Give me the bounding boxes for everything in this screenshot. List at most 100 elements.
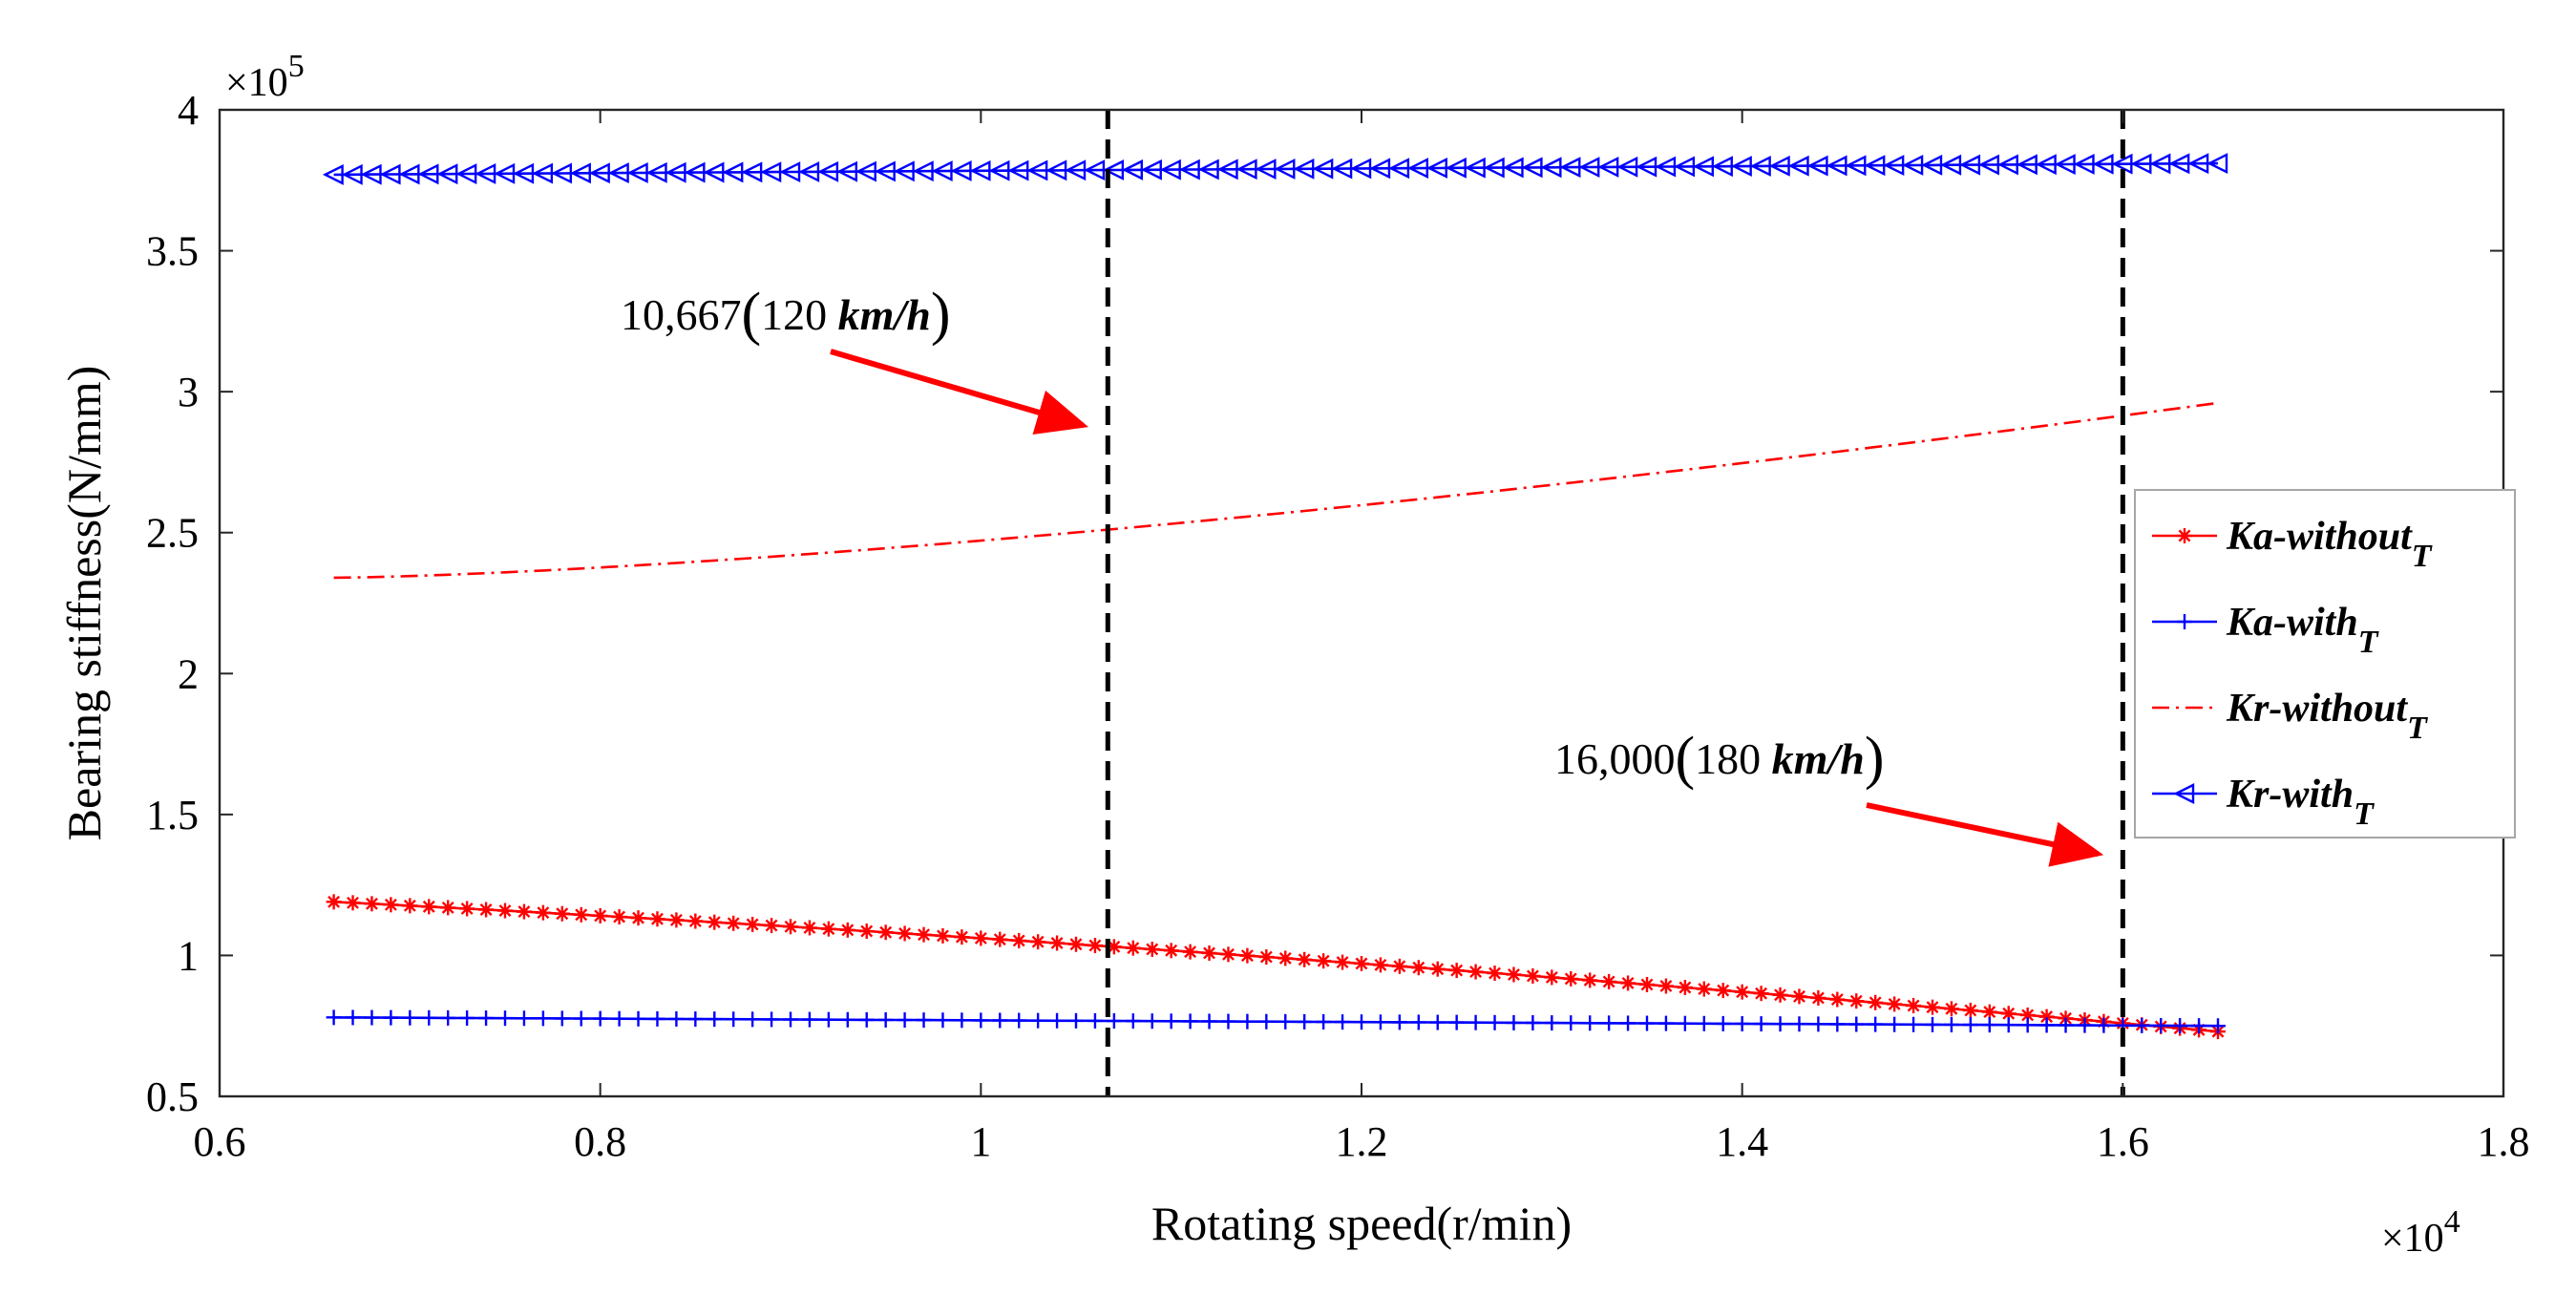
x-tick-label: 0.6	[194, 1118, 246, 1165]
data-point	[801, 1011, 817, 1028]
data-point	[1316, 953, 1332, 969]
data-point	[745, 1011, 761, 1028]
annotation-1: 10,667(120 km/h)	[621, 282, 1089, 435]
data-point	[1201, 945, 1217, 961]
legend-item: Ka-withT	[2152, 601, 2379, 660]
y-tick-label: 3.5	[146, 228, 199, 275]
data-point	[820, 921, 836, 937]
data-point	[897, 1012, 913, 1029]
data-point	[1829, 1016, 1846, 1032]
data-point	[687, 913, 704, 929]
legend-item: Kr-withT	[2152, 773, 2375, 832]
data-point	[1467, 1014, 1484, 1030]
data-point	[345, 1009, 361, 1026]
data-point	[1030, 1012, 1046, 1029]
data-point	[1582, 1015, 1598, 1031]
data-point	[535, 904, 551, 921]
data-point	[2077, 1017, 2093, 1033]
data-point	[383, 1009, 399, 1026]
data-point	[1810, 1016, 1826, 1032]
series-line	[333, 1016, 2219, 1028]
data-point	[668, 1010, 685, 1027]
data-point	[745, 916, 761, 932]
data-point	[1620, 1015, 1636, 1031]
data-point	[1981, 1004, 1997, 1020]
data-point	[2191, 1018, 2207, 1034]
data-point	[2206, 153, 2228, 175]
data-point	[1163, 943, 1179, 959]
data-point	[421, 899, 437, 915]
data-point	[973, 930, 989, 946]
data-point	[2172, 1018, 2188, 1034]
data-point	[839, 922, 855, 938]
data-point	[992, 931, 1008, 947]
data-point	[1525, 1014, 1541, 1030]
data-point	[1906, 1016, 1922, 1032]
y-tick-label: 0.5	[146, 1073, 199, 1120]
data-point	[649, 1010, 665, 1027]
data-point	[1258, 949, 1275, 966]
data-point	[1943, 1016, 1959, 1032]
data-point	[1220, 946, 1236, 963]
data-point	[1239, 1013, 1256, 1030]
data-point	[1372, 957, 1388, 973]
data-point	[2058, 1017, 2074, 1033]
x-axis-label: Rotating speed(r/min)	[1151, 1197, 1572, 1250]
data-point	[1810, 989, 1826, 1006]
data-point	[1715, 983, 1731, 999]
data-point	[877, 1011, 894, 1028]
data-point	[1163, 1013, 1179, 1030]
data-point	[2177, 614, 2192, 629]
data-point	[1563, 1015, 1579, 1031]
data-point	[1734, 984, 1750, 1000]
data-point	[973, 1012, 989, 1029]
data-point	[783, 1011, 798, 1028]
data-point	[516, 1010, 532, 1027]
data-point	[1372, 1014, 1388, 1030]
annotation-arrow	[830, 349, 1089, 435]
y-tick-label: 1	[178, 932, 199, 979]
data-point	[1601, 973, 1617, 989]
data-point	[1410, 1014, 1426, 1030]
data-point	[707, 914, 723, 930]
y-tick-label: 3	[178, 369, 199, 415]
legend-box	[2134, 489, 2516, 839]
data-point	[459, 1009, 475, 1026]
data-point	[1658, 978, 1674, 994]
data-point	[1563, 970, 1579, 987]
data-point	[1087, 1012, 1103, 1029]
data-point	[1068, 936, 1084, 952]
data-point	[592, 1010, 608, 1027]
data-point	[1887, 1016, 1903, 1032]
data-point	[592, 907, 608, 923]
data-point	[1049, 935, 1066, 951]
data-point	[1791, 1016, 1807, 1032]
legend-item: Kr-withoutT	[2152, 687, 2428, 746]
data-point	[916, 1012, 932, 1029]
data-point	[2153, 1017, 2169, 1033]
data-point	[611, 909, 627, 925]
data-point	[801, 920, 817, 936]
data-point	[1448, 1014, 1465, 1030]
data-point	[726, 1011, 742, 1028]
data-point	[1620, 975, 1636, 991]
data-point	[1391, 1014, 1407, 1030]
data-point	[1772, 1016, 1788, 1032]
y-tick-label: 2	[178, 650, 199, 697]
data-point	[649, 911, 665, 927]
data-point	[1201, 1013, 1217, 1030]
data-point	[1487, 1014, 1503, 1030]
data-point	[877, 924, 894, 941]
data-point	[1639, 1015, 1655, 1031]
data-point	[1297, 1013, 1313, 1030]
data-point	[516, 903, 532, 920]
data-point	[764, 1011, 780, 1028]
data-point	[326, 894, 342, 910]
data-point	[1220, 1013, 1236, 1030]
data-point	[1144, 1013, 1160, 1030]
data-point	[687, 1011, 704, 1028]
data-point	[1868, 1016, 1884, 1032]
data-point	[1544, 1015, 1560, 1031]
data-point	[2000, 1006, 2016, 1022]
x-tick-label: 1.4	[1716, 1118, 1768, 1165]
